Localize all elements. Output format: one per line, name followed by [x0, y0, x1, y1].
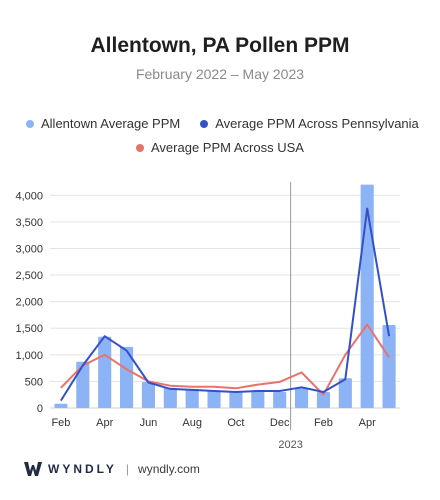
y-tick-label: 1,500	[15, 323, 43, 335]
legend-label-allentown: Allentown Average PPM	[41, 116, 181, 131]
bar	[141, 381, 155, 408]
legend-swatch-pennsylvania	[200, 119, 209, 128]
bar	[76, 361, 90, 408]
y-tick-label: 3,000	[15, 243, 43, 255]
chart-title: Allentown, PA Pollen PPM	[90, 34, 350, 57]
bar	[229, 392, 243, 408]
x-tick-label: Apr	[359, 417, 376, 429]
bar	[316, 392, 330, 408]
series-line	[60, 207, 391, 402]
y-tick-label: 4,000	[15, 190, 43, 202]
bar	[98, 336, 112, 408]
series-line	[60, 323, 390, 396]
bar	[120, 346, 134, 408]
wyndly-logo-icon	[24, 462, 42, 476]
x-tick-label: Jun	[140, 417, 158, 429]
x-tick-label: Feb	[51, 417, 70, 429]
x-tick-label: Oct	[227, 417, 244, 429]
bar	[207, 390, 221, 408]
bar	[338, 378, 352, 408]
y-tick-label: 2,500	[15, 270, 43, 282]
footer: WYNDLY | wyndly.com	[24, 462, 200, 476]
x-tick-label: Aug	[182, 417, 202, 429]
bar	[163, 387, 177, 408]
bar	[273, 392, 287, 408]
x-tick-label: Feb	[314, 417, 333, 429]
legend-label-usa: Average PPM Across USA	[151, 140, 304, 155]
pollen-chart: 0 500 1,000 1,500 2,000 2,500 3,000 3,500 4,000 F…	[15, 182, 400, 451]
legend-swatch-usa	[136, 143, 144, 152]
y-tick-label: 500	[25, 376, 43, 388]
footer-url: wyndly.com	[138, 462, 200, 476]
y-tick-label: 3,500	[15, 217, 43, 229]
bar	[295, 388, 309, 408]
legend-swatch-allentown	[26, 119, 34, 128]
y-tick-label: 2,000	[15, 297, 43, 309]
bar	[251, 392, 265, 408]
bar	[185, 388, 199, 408]
bar	[360, 184, 374, 408]
footer-separator: |	[125, 462, 130, 476]
bar	[54, 403, 68, 408]
legend-label-pennsylvania: Average PPM Across Pennsylvania	[215, 116, 419, 131]
y-tick-label: 1,000	[15, 350, 43, 362]
bar	[382, 325, 396, 408]
x-tick-label: Dec	[270, 417, 290, 429]
brand-name: WYNDLY	[48, 462, 117, 476]
legend-row-2: Average PPM Across USA	[136, 140, 304, 155]
x-tick-label: Apr	[96, 417, 113, 429]
chart-subtitle: February 2022 – May 2023	[135, 66, 305, 82]
year-label: 2023	[278, 439, 302, 451]
legend-row-1: Allentown Average PPM Average PPM Across…	[26, 116, 419, 131]
y-tick-label: 0	[37, 403, 43, 415]
